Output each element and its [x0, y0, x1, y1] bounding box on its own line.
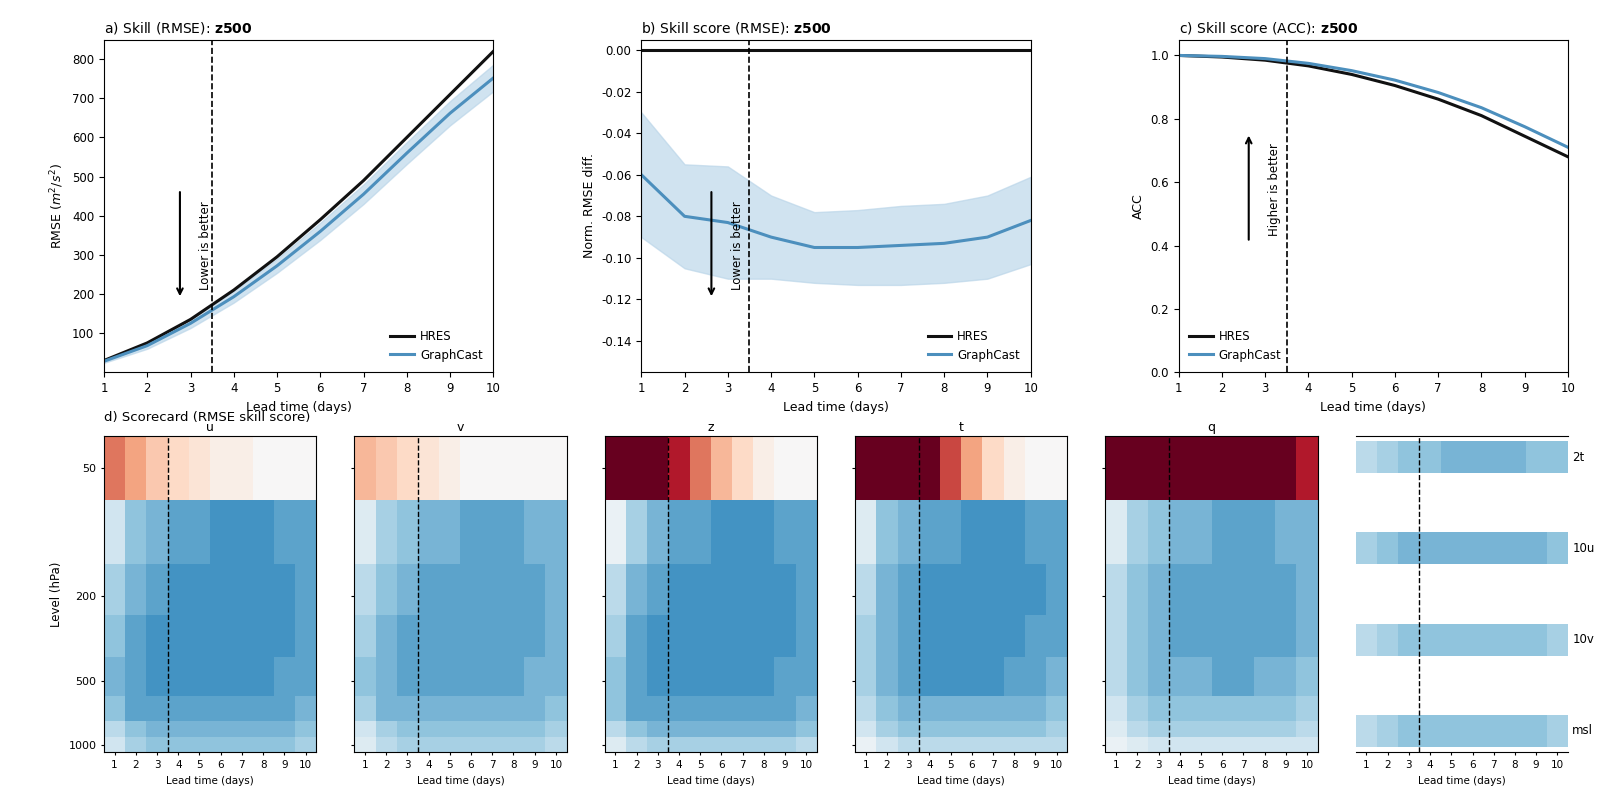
- HRES: [267, 252, 286, 261]
- HRES: [891, 45, 910, 55]
- GraphCast: [1472, 103, 1491, 112]
- HRES: [483, 47, 502, 56]
- X-axis label: Lead time (days): Lead time (days): [246, 401, 352, 413]
- Text: Lower is better: Lower is better: [731, 201, 744, 290]
- HRES: [1256, 55, 1275, 65]
- GraphCast: [632, 170, 651, 180]
- Text: msl: msl: [1573, 725, 1594, 737]
- HRES: [632, 45, 651, 55]
- HRES: [1213, 52, 1232, 62]
- GraphCast: [1299, 59, 1318, 68]
- Text: a) Skill (RMSE): $\bf{z500}$: a) Skill (RMSE): $\bf{z500}$: [104, 20, 253, 36]
- Text: Lower is better: Lower is better: [200, 201, 213, 290]
- Line: HRES: HRES: [104, 51, 493, 360]
- HRES: [805, 45, 824, 55]
- X-axis label: Lead time (days): Lead time (days): [917, 775, 1005, 786]
- HRES: [1299, 61, 1318, 70]
- X-axis label: Lead time (days): Lead time (days): [1320, 401, 1426, 413]
- X-axis label: Lead time (days): Lead time (days): [667, 775, 755, 786]
- GraphCast: [1021, 215, 1040, 225]
- HRES: [675, 45, 694, 55]
- GraphCast: [310, 227, 330, 236]
- GraphCast: [978, 232, 997, 242]
- X-axis label: Lead time (days): Lead time (days): [166, 775, 254, 786]
- Y-axis label: Level (hPa): Level (hPa): [50, 562, 62, 626]
- HRES: [1515, 131, 1534, 141]
- GraphCast: [354, 189, 373, 199]
- Title: z: z: [707, 421, 714, 435]
- GraphCast: [397, 148, 416, 158]
- GraphCast: [675, 211, 694, 221]
- HRES: [1386, 81, 1405, 90]
- HRES: [1472, 111, 1491, 120]
- Text: 10v: 10v: [1573, 633, 1594, 646]
- HRES: [718, 45, 738, 55]
- Text: 2t: 2t: [1573, 451, 1584, 463]
- GraphCast: [138, 341, 157, 350]
- Text: c) Skill score (ACC): $\bf{z500}$: c) Skill score (ACC): $\bf{z500}$: [1179, 20, 1358, 36]
- Line: HRES: HRES: [1179, 55, 1568, 157]
- HRES: [397, 133, 416, 143]
- Title: u: u: [206, 421, 214, 435]
- GraphCast: [1256, 54, 1275, 63]
- HRES: [138, 338, 157, 348]
- Y-axis label: RMSE ($m^2/s^2$): RMSE ($m^2/s^2$): [50, 163, 67, 249]
- GraphCast: [1558, 143, 1578, 152]
- GraphCast: [1429, 88, 1448, 97]
- HRES: [94, 356, 114, 365]
- X-axis label: Lead time (days): Lead time (days): [1168, 775, 1256, 786]
- GraphCast: [483, 73, 502, 82]
- Text: d) Scorecard (RMSE skill score): d) Scorecard (RMSE skill score): [104, 411, 310, 424]
- X-axis label: Lead time (days): Lead time (days): [782, 401, 890, 413]
- GraphCast: [1386, 75, 1405, 85]
- HRES: [181, 314, 200, 324]
- HRES: [354, 176, 373, 185]
- X-axis label: Lead time (days): Lead time (days): [1418, 775, 1506, 786]
- Title: t: t: [958, 421, 963, 435]
- Text: Higher is better: Higher is better: [1269, 143, 1282, 236]
- GraphCast: [1515, 122, 1534, 131]
- HRES: [1429, 94, 1448, 104]
- Legend: HRES, GraphCast: HRES, GraphCast: [923, 325, 1024, 367]
- GraphCast: [440, 109, 459, 118]
- Text: b) Skill score (RMSE): $\bf{z500}$: b) Skill score (RMSE): $\bf{z500}$: [642, 20, 832, 36]
- HRES: [224, 285, 243, 295]
- HRES: [1170, 51, 1189, 60]
- HRES: [1342, 70, 1362, 79]
- GraphCast: [224, 292, 243, 302]
- GraphCast: [1170, 51, 1189, 60]
- HRES: [934, 45, 954, 55]
- GraphCast: [848, 242, 867, 252]
- GraphCast: [762, 232, 781, 242]
- Text: 10u: 10u: [1573, 542, 1595, 555]
- GraphCast: [94, 356, 114, 366]
- GraphCast: [1213, 51, 1232, 61]
- HRES: [1558, 152, 1578, 162]
- Legend: HRES, GraphCast: HRES, GraphCast: [1184, 325, 1286, 367]
- GraphCast: [805, 242, 824, 252]
- Line: GraphCast: GraphCast: [104, 78, 493, 361]
- GraphCast: [181, 318, 200, 328]
- HRES: [848, 45, 867, 55]
- GraphCast: [891, 241, 910, 250]
- HRES: [978, 45, 997, 55]
- GraphCast: [718, 218, 738, 227]
- Title: v: v: [456, 421, 464, 435]
- HRES: [762, 45, 781, 55]
- HRES: [440, 89, 459, 99]
- Y-axis label: Norm. RMSE diff.: Norm. RMSE diff.: [582, 154, 595, 258]
- Line: GraphCast: GraphCast: [1179, 55, 1568, 147]
- Legend: HRES, GraphCast: HRES, GraphCast: [386, 325, 488, 367]
- HRES: [1021, 45, 1040, 55]
- Title: q: q: [1208, 421, 1216, 435]
- GraphCast: [267, 261, 286, 271]
- HRES: [310, 215, 330, 224]
- Y-axis label: ACC: ACC: [1131, 193, 1144, 219]
- GraphCast: [1342, 66, 1362, 75]
- GraphCast: [934, 238, 954, 248]
- Line: GraphCast: GraphCast: [642, 175, 1030, 247]
- X-axis label: Lead time (days): Lead time (days): [416, 775, 504, 786]
